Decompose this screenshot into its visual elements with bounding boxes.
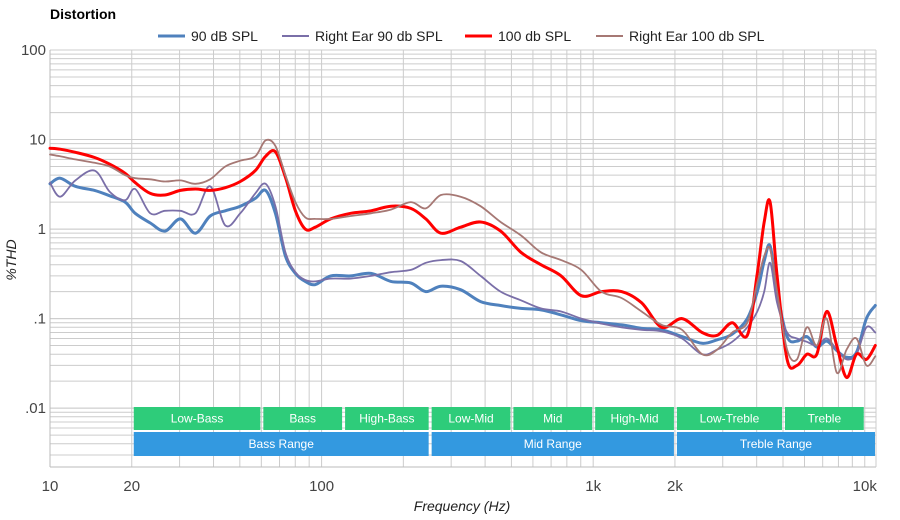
band-low-treble: Low-Treble xyxy=(676,407,783,430)
legend-label: 100 db SPL xyxy=(498,28,571,44)
band-rect xyxy=(431,407,511,430)
band-rect xyxy=(133,407,261,430)
legend-item: Right Ear 90 db SPL xyxy=(282,28,443,44)
band-label: Treble Range xyxy=(740,437,813,451)
x-tick-label: 10k xyxy=(853,478,878,495)
band-low-mid: Low-Mid xyxy=(431,407,511,430)
band-rect xyxy=(785,407,864,430)
legend: 90 dB SPL Right Ear 90 db SPL 100 db SPL Ri… xyxy=(158,28,765,44)
y-axis-title: %THD xyxy=(3,239,19,280)
band-treble-range: Treble Range xyxy=(676,432,875,456)
band-label: High-Bass xyxy=(359,412,414,426)
legend-item: 100 db SPL xyxy=(465,28,571,44)
band-label: Bass Range xyxy=(249,437,315,451)
band-label: High-Mid xyxy=(611,412,659,426)
band-high-bass: High-Bass xyxy=(345,407,429,430)
y-tick-label: .01 xyxy=(25,400,46,417)
x-tick-label: 2k xyxy=(667,478,683,495)
band-label: Low-Mid xyxy=(448,412,493,426)
series-group xyxy=(48,138,877,380)
band-rect xyxy=(133,432,429,456)
y-tick-label: .1 xyxy=(33,311,46,328)
band-rect xyxy=(676,432,875,456)
series-line-90-db-spl xyxy=(48,176,877,360)
y-tick-label: 100 xyxy=(21,42,46,59)
band-rect xyxy=(345,407,429,430)
x-tick-label: 1k xyxy=(585,478,601,495)
band-label: Low-Treble xyxy=(700,412,760,426)
band-rect xyxy=(513,407,593,430)
legend-item: 90 dB SPL xyxy=(158,28,258,44)
band-low-bass: Low-Bass xyxy=(133,407,261,430)
axes: 10 20 100 1k 2k 10k 100 10 1 .1 .01 xyxy=(21,42,877,495)
series-line-right-ear-100-db-spl xyxy=(49,138,877,375)
band-rect xyxy=(676,407,783,430)
band-treble: Treble xyxy=(785,407,864,430)
chart-title: Distortion xyxy=(50,6,116,22)
x-tick-label: 100 xyxy=(309,478,334,495)
band-label: Mid xyxy=(543,412,562,426)
frequency-bands: Low-Bass Bass High-Bass Low-Mid Mid High-Mid L… xyxy=(133,407,875,456)
x-tick-label: 20 xyxy=(123,478,140,495)
band-label: Bass xyxy=(289,412,316,426)
legend-label: Right Ear 100 db SPL xyxy=(629,28,765,44)
legend-item: Right Ear 100 db SPL xyxy=(596,28,765,44)
legend-label: Right Ear 90 db SPL xyxy=(315,28,443,44)
band-label: Mid Range xyxy=(524,437,582,451)
band-label: Treble xyxy=(808,412,842,426)
band-rect xyxy=(431,432,674,456)
y-tick-label: 1 xyxy=(38,221,46,238)
x-tick-label: 10 xyxy=(42,478,59,495)
grid xyxy=(49,49,877,468)
band-rect xyxy=(595,407,674,430)
band-bass-range: Bass Range xyxy=(133,432,429,456)
band-label: Low-Bass xyxy=(171,412,224,426)
band-mid: Mid xyxy=(513,407,593,430)
x-axis-title: Frequency (Hz) xyxy=(414,498,510,514)
band-high-mid: High-Mid xyxy=(595,407,674,430)
band-mid-range: Mid Range xyxy=(431,432,674,456)
y-tick-label: 10 xyxy=(29,132,46,149)
band-rect xyxy=(263,407,343,430)
legend-label: 90 dB SPL xyxy=(191,28,258,44)
band-bass: Bass xyxy=(263,407,343,430)
